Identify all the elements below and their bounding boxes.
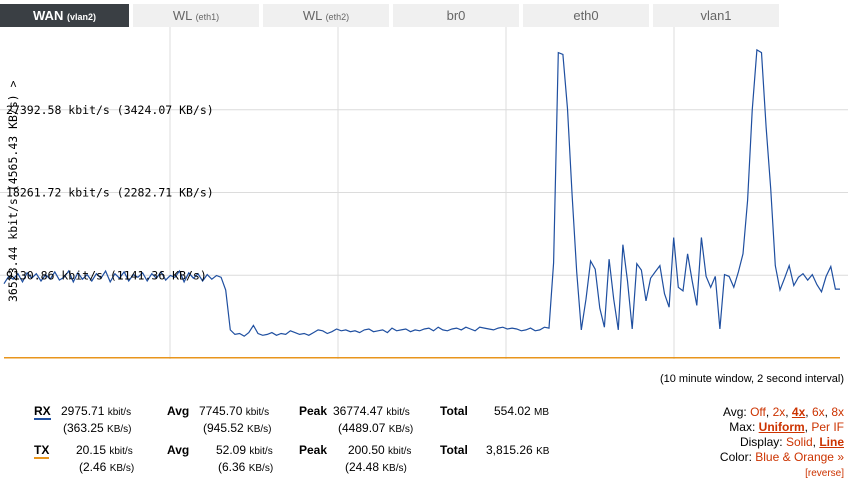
tx-current-kbit-unit: kbit/s (109, 446, 133, 457)
avg-8x-option[interactable]: 8x (831, 405, 844, 419)
tx-total-value: 3,815.26 (486, 443, 533, 457)
tab-eth0-label: eth0 (573, 8, 599, 23)
tx-current-kb-value: (2.46 (79, 460, 107, 474)
max-label: Max: (729, 420, 756, 434)
gridline-label: 18261.72 kbit/s (2282.71 KB/s) (6, 186, 214, 200)
tx-current-kbit: 20.15 kbit/s (76, 443, 133, 457)
tab-br0[interactable]: br0 (393, 4, 519, 27)
rx-series-line (3, 48, 840, 337)
tx-peak-kb: (24.48 KB/s) (345, 460, 407, 474)
tx-peak-kbit-unit: kbit/s (388, 446, 412, 457)
window-note: (10 minute window, 2 second interval) (659, 373, 844, 385)
horizontal-gridlines (0, 109, 848, 276)
tab-wl-eth2[interactable]: WL (eth2) (263, 4, 389, 27)
gridline-label: 9130.86 kbit/s (1141.36 KB/s) (6, 268, 207, 282)
tab-wl-eth1-label: WL (172, 8, 192, 23)
avg-4x-option[interactable]: 4x (791, 405, 806, 419)
rx-avg-label: Avg (167, 404, 190, 418)
avg-2x-option[interactable]: 2x (772, 405, 786, 419)
rx-peak-kb-unit: KB/s) (388, 424, 414, 435)
avg-6x-option[interactable]: 6x (811, 405, 825, 419)
max-scale-label: 36523.44 kbit/s (4565.43 KB/s) > (6, 80, 20, 302)
tx-peak-label: Peak (299, 443, 328, 457)
color-scheme-option[interactable]: Blue & Orange » (755, 450, 844, 464)
rx-current-kbit-unit: kbit/s (107, 407, 132, 418)
avg-options: Avg: Off, 2x, 4x, 6x, 8x (722, 405, 844, 419)
tx-avg-kb-unit: KB/s) (248, 463, 274, 474)
rx-peak-kbit: 36774.47 kbit/s (333, 404, 410, 418)
tx-current-kb: (2.46 KB/s) (79, 460, 134, 474)
rx-avg-kb: (945.52 KB/s) (203, 421, 272, 435)
rx-peak-kbit-unit: kbit/s (386, 407, 410, 418)
tab-wan-label: WAN (33, 8, 64, 23)
avg-off-option[interactable]: Off (750, 405, 766, 419)
color-label: Color: (719, 450, 752, 464)
tx-total-label: Total (440, 443, 468, 457)
tab-wl-eth1-iface: (eth1) (195, 12, 220, 22)
tx-peak-kb-unit: KB/s) (382, 463, 407, 474)
bandwidth-graph: 27392.58 kbit/s (3424.07 KB/s) 18261.72 k… (0, 27, 848, 359)
tx-peak-kbit: 200.50 kbit/s (348, 443, 411, 457)
color-options: Color: Blue & Orange » (524, 450, 844, 465)
rx-peak-kb: (4489.07 KB/s) (338, 421, 413, 435)
rx-peak-kb-value: (4489.07 (338, 421, 386, 435)
display-solid-option[interactable]: Solid (785, 435, 813, 449)
display-options: Display: Solid, Line (739, 435, 844, 449)
rx-current-kb-value: (363.25 (63, 421, 104, 435)
reverse-row: [reverse] (524, 465, 844, 480)
gridline-labels: 27392.58 kbit/s (3424.07 KB/s) 18261.72 k… (6, 103, 214, 283)
reverse-link[interactable]: [reverse] (805, 468, 844, 479)
tx-avg-kbit-value: 52.09 (216, 443, 247, 457)
rx-label: RX (34, 404, 51, 420)
tab-wl-eth1[interactable]: WL (eth1) (133, 4, 259, 27)
tab-wl-eth2-iface: (eth2) (325, 12, 350, 22)
avg-label: Avg: (722, 405, 747, 419)
graph-options: Avg: Off, 2x, 4x, 6x, 8x Max: Uniform, P… (524, 405, 844, 480)
rx-total-label: Total (440, 404, 468, 418)
tx-label: TX (34, 443, 50, 459)
rx-total-value: 554.02 (494, 404, 531, 418)
display-line-option[interactable]: Line (819, 435, 844, 449)
tab-wan[interactable]: WAN (vlan2) (0, 4, 129, 27)
max-per-if-option[interactable]: Per IF (811, 420, 844, 434)
rx-current-kbit-value: 2975.71 (61, 404, 105, 418)
tx-avg-kbit: 52.09 kbit/s (216, 443, 273, 457)
tx-avg-kbit-unit: kbit/s (249, 446, 273, 457)
rx-current-kbit: 2975.71 kbit/s (61, 404, 131, 418)
max-uniform-option[interactable]: Uniform (758, 420, 805, 434)
tx-avg-kb: (6.36 KB/s) (218, 460, 273, 474)
tx-current-kb-unit: KB/s) (109, 463, 135, 474)
tab-vlan1[interactable]: vlan1 (653, 4, 779, 27)
max-options: Max: Uniform, Per IF (729, 420, 844, 434)
display-label: Display: (739, 435, 783, 449)
rx-total-unit: MB (534, 407, 550, 418)
rx-avg-kb-value: (945.52 (203, 421, 244, 435)
tx-peak-kb-value: (24.48 (345, 460, 380, 474)
rx-peak-kbit-value: 36774.47 (333, 404, 384, 418)
rx-avg-kb-unit: KB/s) (247, 424, 272, 435)
rx-avg-kbit: 7745.70 kbit/s (199, 404, 269, 418)
rx-avg-kbit-unit: kbit/s (245, 407, 270, 418)
rx-peak-label: Peak (299, 404, 328, 418)
tab-br0-label: br0 (446, 8, 466, 23)
rx-current-kb-unit: KB/s) (107, 424, 132, 435)
tab-wl-eth2-label: WL (302, 8, 322, 23)
rx-avg-kbit-value: 7745.70 (199, 404, 243, 418)
tab-wan-iface: (vlan2) (66, 12, 96, 22)
gridline-label: 27392.58 kbit/s (3424.07 KB/s) (6, 103, 214, 117)
interface-tabs: WAN (vlan2) WL (eth1) WL (eth2) br0 eth0… (0, 0, 848, 27)
stats-panel: RX 2975.71 kbit/s (363.25 KB/s) Avg 7745… (0, 400, 600, 480)
rx-current-kb: (363.25 KB/s) (63, 421, 132, 435)
tab-vlan1-label: vlan1 (700, 8, 732, 23)
rx-total: 554.02 MB (494, 404, 549, 418)
tx-avg-label: Avg (167, 443, 190, 457)
tx-peak-kbit-value: 200.50 (348, 443, 385, 457)
tx-total-unit: KB (536, 446, 550, 457)
tx-avg-kb-value: (6.36 (218, 460, 246, 474)
tx-total: 3,815.26 KB (486, 443, 549, 457)
tx-current-kbit-value: 20.15 (76, 443, 107, 457)
tab-eth0[interactable]: eth0 (523, 4, 649, 27)
